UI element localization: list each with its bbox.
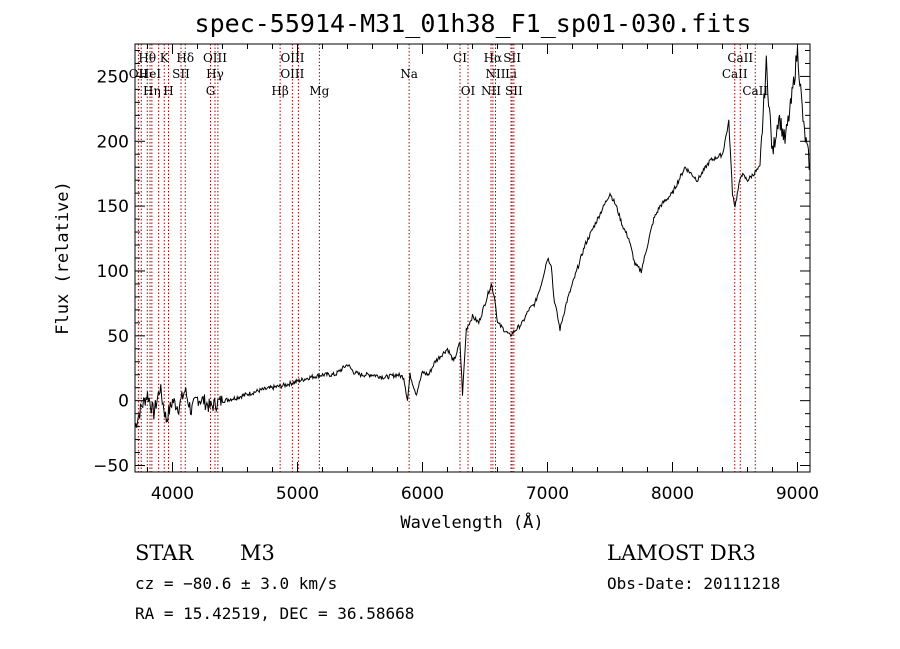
line-label: CaII <box>727 51 753 65</box>
y-tick-label: 250 <box>97 67 129 87</box>
line-label: SII <box>172 67 190 81</box>
survey-name: LAMOST DR3 <box>607 541 756 565</box>
y-tick-label: 100 <box>97 262 129 282</box>
x-tick-label: 8000 <box>651 484 694 504</box>
line-label: SII <box>503 51 521 65</box>
redshift-text: cz = −80.6 ± 3.0 km/s <box>135 574 337 593</box>
line-label: OI <box>461 84 476 98</box>
x-tick-label: 6000 <box>401 484 444 504</box>
object-class: STAR <box>135 541 194 565</box>
y-tick-label: 200 <box>97 132 129 152</box>
y-tick-label: 0 <box>118 392 129 412</box>
obs-date-text: Obs-Date: 20111218 <box>607 574 780 593</box>
line-label: OIII <box>280 67 304 81</box>
line-label: CaII <box>722 67 748 81</box>
object-subclass: M3 <box>240 541 275 565</box>
y-tick-label: 150 <box>97 197 129 217</box>
line-label: H <box>163 84 173 98</box>
x-tick-label: 9000 <box>776 484 819 504</box>
x-axis-label: Wavelength (Å) <box>400 511 543 533</box>
line-label: Hα <box>484 51 503 65</box>
emission-lines <box>137 44 756 472</box>
line-label: Mg <box>309 84 329 98</box>
line-label: OII <box>129 67 149 81</box>
line-label: OIII <box>203 51 227 65</box>
radec-text: RA = 15.42519, DEC = 36.58668 <box>135 604 414 623</box>
line-label: Hβ <box>271 84 288 98</box>
chart-title: spec-55914-M31_01h38_F1_sp01-030.fits <box>195 9 752 38</box>
line-label: CaII <box>742 84 768 98</box>
line-label: CI <box>453 51 467 65</box>
x-tick-label: 7000 <box>526 484 569 504</box>
y-tick-label: 50 <box>107 327 129 347</box>
y-axis-label: Flux (relative) <box>53 181 73 335</box>
line-label: OIII <box>280 51 304 65</box>
plot-frame <box>134 43 811 473</box>
spectrum-series <box>134 45 811 428</box>
line-label: Hγ <box>206 67 224 81</box>
line-label: Li <box>505 67 517 81</box>
line-label: NII <box>481 84 501 98</box>
line-label: Hθ <box>138 51 156 65</box>
line-label: Hη <box>143 84 161 98</box>
x-tick-label: 4000 <box>151 484 194 504</box>
line-label: HeI <box>139 67 162 81</box>
x-tick-label: 5000 <box>276 484 319 504</box>
spectrum-line <box>134 45 811 428</box>
line-label: Hδ <box>176 51 194 65</box>
line-label: K <box>160 51 170 65</box>
line-label: Na <box>400 67 418 81</box>
line-label: SII <box>505 84 523 98</box>
y-tick-label: −50 <box>93 457 129 477</box>
line-label: NII <box>486 67 506 81</box>
line-label: G <box>206 84 216 98</box>
axis-ticks: 4000 5000 6000 7000 8000 9000 −50 0 50 100 150 200 2… <box>93 44 819 504</box>
